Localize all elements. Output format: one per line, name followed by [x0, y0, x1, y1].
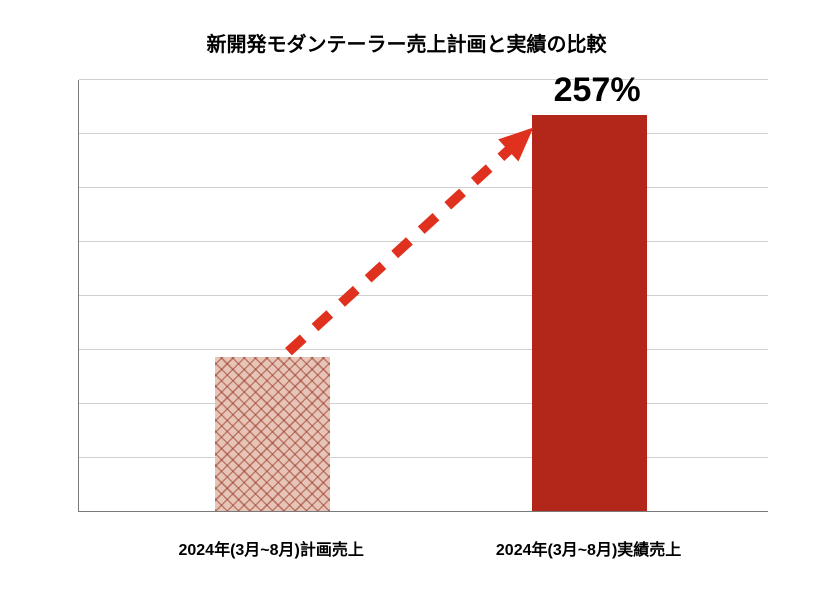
gridline: [79, 79, 768, 80]
x-axis-label-actual: 2024年(3月~8月)実績売上: [429, 536, 749, 560]
chart-title: 新開発モダンテーラー売上計画と実績の比較: [0, 28, 813, 57]
gridline: [79, 133, 768, 134]
gridline: [79, 457, 768, 458]
gridline: [79, 295, 768, 296]
bar-plan: [215, 357, 330, 511]
plot-area: [78, 80, 768, 512]
chart-container: 新開発モダンテーラー売上計画と実績の比較 257% 2024年(3月~8月)計画…: [0, 0, 813, 597]
gridline: [79, 403, 768, 404]
gridline: [79, 187, 768, 188]
percent-callout: 257%: [554, 71, 641, 110]
gridline: [79, 349, 768, 350]
x-axis-label-plan: 2024年(3月~8月)計画売上: [111, 536, 431, 560]
bar-actual: [532, 115, 647, 512]
gridline: [79, 241, 768, 242]
